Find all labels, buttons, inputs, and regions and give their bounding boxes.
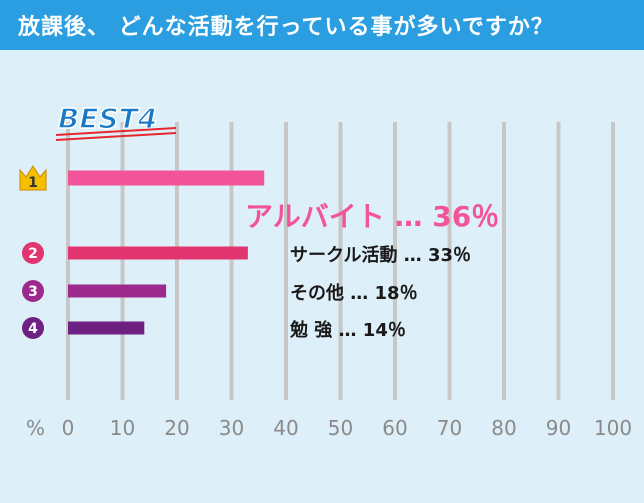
rank-circle — [22, 242, 44, 264]
x-tick-label: 0 — [62, 416, 75, 440]
bar — [68, 246, 248, 260]
unit-label: % — [26, 416, 45, 440]
rank-badge-icon: 3 — [22, 280, 44, 302]
grid-lines — [66, 122, 615, 400]
best-badge-text: BEST4 — [58, 102, 157, 135]
crown-shape — [19, 165, 47, 191]
x-tick-label: 100 — [594, 416, 632, 440]
x-tick-label: 20 — [164, 416, 189, 440]
crown-icon: 1 — [19, 165, 47, 191]
rank-badge-icon: 4 — [22, 317, 44, 339]
rank-number: 4 — [28, 321, 38, 337]
rank-badge-icon: 2 — [22, 242, 44, 264]
page-title: 放課後、 どんな活動を行っている事が多いですか？ — [18, 15, 554, 40]
badge-underline — [55, 132, 177, 141]
value-label: 勉 強 … 14％ — [289, 319, 406, 341]
x-tick-labels: 0 10 20 30 40 50 60 70 80 90 100 — [62, 416, 632, 440]
value-labels-group: アルバイト … 36％ サークル活動 … 33％ その他 … 18％ 勉 強 … 14… — [245, 200, 499, 341]
bar — [68, 321, 145, 335]
rank-circle — [22, 317, 44, 339]
x-tick-label: 60 — [382, 416, 407, 440]
bar-chart: BEST4 1 2 3 4 アルバイト … 36％ サークル活動 … 33％ その他 … … — [0, 50, 644, 503]
bar — [68, 170, 265, 186]
x-tick-label: 80 — [491, 416, 516, 440]
value-label: サークル活動 … 33％ — [290, 244, 471, 266]
header-bar: 放課後、 どんな活動を行っている事が多いですか？ — [0, 0, 644, 50]
x-tick-label: 40 — [273, 416, 298, 440]
value-label: アルバイト … 36％ — [245, 200, 499, 233]
x-tick-label: 10 — [110, 416, 135, 440]
x-tick-label: 70 — [437, 416, 462, 440]
chart-background — [0, 50, 644, 503]
rank-number: 2 — [28, 246, 38, 262]
best-badge: BEST4 — [55, 101, 177, 141]
x-tick-label: 90 — [546, 416, 571, 440]
badge-underline — [55, 127, 177, 136]
rank-circle — [22, 280, 44, 302]
rank-number: 3 — [28, 284, 38, 300]
value-label: その他 … 18％ — [290, 282, 418, 304]
bars-group — [68, 170, 265, 335]
rank-icons-group: 1 2 3 4 — [19, 165, 47, 339]
bar — [68, 284, 167, 298]
x-tick-label: 50 — [328, 416, 353, 440]
rank-number: 1 — [28, 175, 38, 191]
x-tick-label: 30 — [219, 416, 244, 440]
